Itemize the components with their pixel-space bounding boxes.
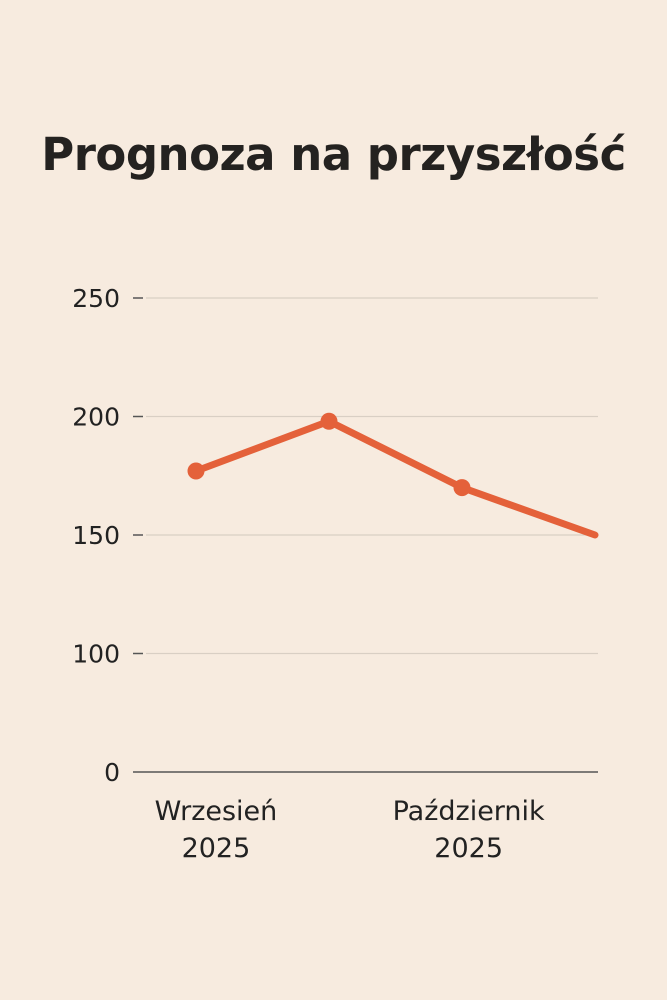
data-point: [187, 462, 205, 480]
chart-title: Prognoza na przyszłość: [41, 128, 626, 181]
y-tick-label: 0: [104, 758, 120, 787]
x-tick-label: Październik: [393, 796, 545, 827]
y-tick-label: 100: [72, 640, 120, 669]
x-tick-label: 2025: [182, 833, 251, 864]
x-tick-label: Wrzesień: [155, 796, 278, 827]
data-point: [320, 412, 338, 430]
y-tick-label: 250: [72, 284, 120, 313]
y-tick-label: 200: [72, 403, 120, 432]
y-tick-label: 150: [72, 521, 120, 550]
x-tick-label: 2025: [434, 833, 503, 864]
data-point: [453, 479, 471, 497]
series-line: [192, 417, 599, 539]
